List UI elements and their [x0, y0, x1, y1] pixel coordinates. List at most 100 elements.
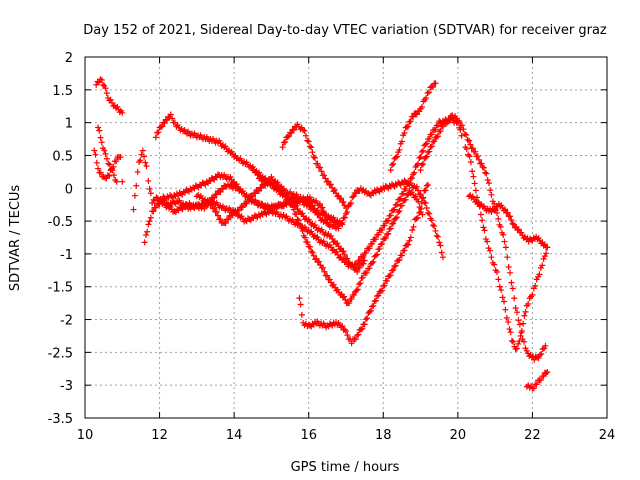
data-point: [413, 215, 420, 222]
data-point: [102, 85, 109, 92]
data-point: [306, 143, 313, 150]
data-point: [157, 124, 164, 131]
data-point: [308, 228, 315, 235]
data-point: [487, 247, 494, 254]
x-tick-label: 24: [599, 428, 616, 443]
x-tick-label: 18: [375, 428, 392, 443]
data-point: [393, 153, 400, 160]
data-point: [142, 159, 149, 166]
data-point: [331, 218, 338, 225]
data-point: [415, 187, 422, 194]
data-point: [305, 138, 312, 145]
data-point: [511, 295, 518, 302]
y-tick-label: -2.5: [48, 346, 73, 361]
data-point: [387, 167, 394, 174]
data-point: [439, 123, 446, 130]
data-point: [381, 282, 388, 289]
data-point: [520, 320, 527, 327]
data-point: [330, 219, 337, 226]
data-point: [145, 177, 152, 184]
data-point: [387, 272, 394, 279]
data-point: [343, 204, 349, 211]
data-point: [428, 143, 435, 150]
series-sat-a: [93, 76, 126, 116]
data-point: [354, 332, 361, 339]
data-point: [401, 247, 408, 254]
x-tick-label: 22: [524, 428, 541, 443]
data-point: [347, 199, 354, 206]
data-point: [544, 369, 551, 376]
data-point: [388, 220, 395, 227]
data-point: [336, 195, 343, 202]
data-point: [479, 217, 486, 224]
data-point: [370, 258, 377, 265]
chart-title: Day 152 of 2021, Sidereal Day-to-day VTE…: [83, 23, 607, 38]
data-point: [388, 267, 395, 274]
data-point: [377, 288, 384, 295]
data-point: [423, 182, 430, 189]
data-point: [540, 255, 547, 262]
data-point: [235, 207, 242, 214]
data-point: [317, 262, 324, 269]
data-point: [416, 108, 423, 115]
data-point: [310, 252, 317, 259]
data-point: [159, 123, 166, 130]
data-point: [371, 298, 378, 305]
data-point: [398, 191, 405, 198]
data-point: [105, 160, 112, 167]
data-point: [400, 190, 407, 197]
data-point: [163, 196, 170, 203]
data-point: [213, 208, 220, 215]
data-point: [409, 227, 416, 234]
data-point: [530, 385, 537, 392]
data-point: [316, 200, 323, 207]
data-point: [406, 237, 413, 244]
data-point: [508, 279, 515, 286]
data-point: [469, 193, 476, 200]
data-point: [437, 242, 444, 249]
data-point: [331, 186, 338, 193]
data-point: [406, 118, 413, 125]
data-point: [171, 119, 178, 126]
data-point: [341, 252, 348, 259]
series-sat-j: [279, 121, 349, 211]
data-point: [366, 245, 373, 252]
data-point: [433, 133, 440, 140]
data-point: [391, 263, 398, 270]
data-point: [139, 147, 146, 154]
data-point: [517, 332, 524, 339]
data-point: [393, 201, 400, 208]
data-point: [407, 118, 414, 125]
data-point: [339, 219, 346, 226]
data-point: [300, 126, 307, 133]
data-point: [380, 282, 387, 289]
data-point: [222, 143, 229, 150]
data-point: [418, 162, 425, 169]
data-point: [231, 209, 238, 216]
data-point: [152, 134, 159, 141]
data-point: [536, 271, 543, 278]
data-point: [496, 283, 503, 290]
y-tick-label: -1.5: [48, 281, 73, 296]
data-point: [428, 131, 435, 138]
data-point: [106, 161, 113, 168]
data-point: [402, 186, 409, 193]
data-point: [274, 179, 281, 186]
data-point: [424, 90, 431, 97]
data-point: [339, 323, 346, 330]
data-point: [514, 309, 521, 316]
data-point: [295, 217, 302, 224]
data-point: [104, 172, 111, 179]
data-point: [374, 251, 381, 258]
data-point: [456, 118, 463, 125]
data-point: [284, 133, 291, 140]
data-point: [398, 252, 405, 259]
data-point: [427, 144, 434, 151]
data-point: [396, 196, 403, 203]
data-series: [91, 76, 551, 392]
data-point: [485, 180, 492, 187]
data-point: [117, 154, 124, 161]
data-point: [491, 261, 498, 268]
data-point: [541, 253, 548, 260]
data-point: [458, 132, 465, 139]
